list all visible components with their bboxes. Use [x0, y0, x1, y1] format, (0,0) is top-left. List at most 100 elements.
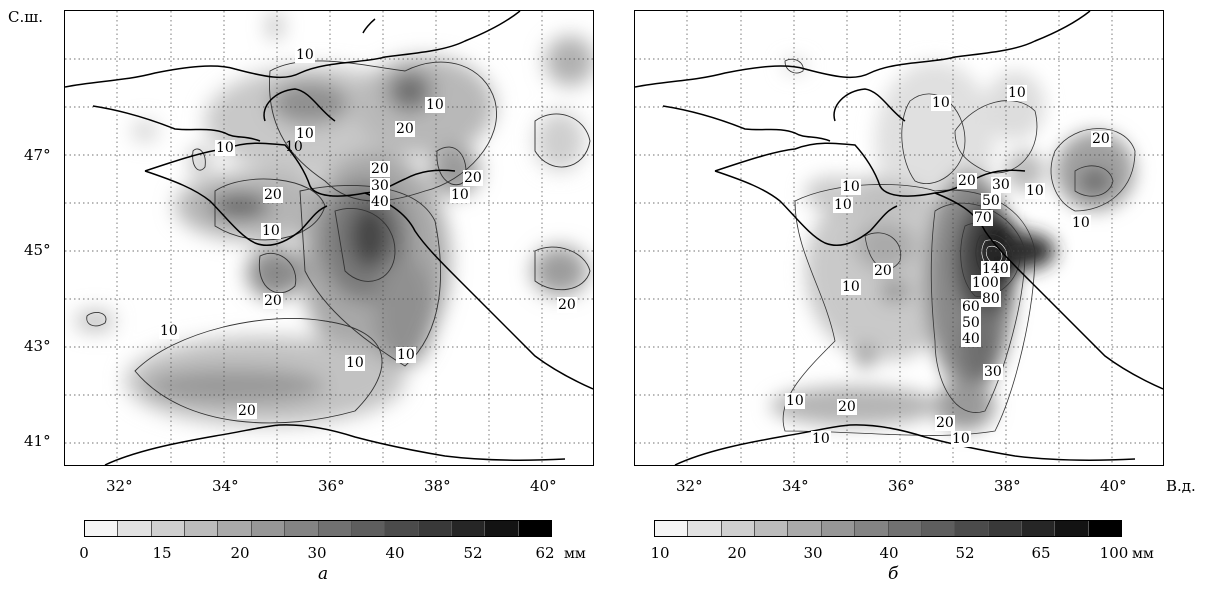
shading-a: [75, 12, 593, 426]
panel-letter-a: а: [318, 564, 329, 584]
colorbar-label: 15: [152, 544, 172, 562]
colorbar-label: 30: [803, 544, 823, 562]
colorbar-label: 10: [650, 544, 670, 562]
colorbar-swatch: [451, 521, 486, 536]
colorbar-label: 52: [955, 544, 975, 562]
contour-label: 20: [873, 263, 893, 279]
colorbar-swatch: [85, 521, 119, 536]
contour-label: 20: [557, 297, 577, 313]
precipitation-map-a: [65, 11, 593, 465]
contour-label: 30: [370, 178, 390, 194]
contour-label: 10: [833, 197, 853, 213]
contour-label: 40: [370, 194, 390, 210]
contours-b: [782, 58, 1136, 436]
colorbar-swatch: [721, 521, 756, 536]
contour-label: 20: [370, 161, 390, 177]
contour-label: 40: [961, 331, 981, 347]
colorbar-swatch: [855, 521, 889, 536]
colorbar-label: 40: [879, 544, 899, 562]
colorbar-unit-a: мм: [564, 546, 586, 562]
colorbar-swatch: [821, 521, 856, 536]
contour-label: 60: [961, 299, 981, 315]
contour-label: 10: [951, 431, 971, 447]
contour-label: 10: [425, 97, 445, 113]
shading-b: [770, 58, 1135, 431]
x-tick-34-b: 34°: [782, 477, 809, 495]
colorbar-swatch: [218, 521, 252, 536]
colorbar-swatch: [118, 521, 152, 536]
colorbar-swatch: [655, 521, 689, 536]
contour-label: 10: [285, 139, 303, 155]
contour-label: 10: [841, 179, 861, 195]
y-tick-43: 43°: [24, 337, 51, 355]
panel-letter-b: б: [888, 564, 899, 584]
grid-a: [65, 11, 593, 465]
contour-label: 10: [261, 223, 281, 239]
x-tick-32-a: 32°: [106, 477, 133, 495]
colorbar-swatch: [185, 521, 219, 536]
contour-label: 20: [1091, 131, 1111, 147]
colorbar-swatch: [1088, 521, 1122, 536]
contour-label: 20: [263, 187, 283, 203]
y-tick-45: 45°: [24, 241, 51, 259]
map-panel-b: 10 10 10 20 20 30 10 50 70 10 10 20 10 1…: [634, 10, 1164, 466]
contour-label: 10: [841, 279, 861, 295]
x-tick-40-a: 40°: [530, 477, 557, 495]
colorbar-swatch: [788, 521, 822, 536]
y-tick-41: 41°: [24, 432, 51, 450]
x-tick-36-a: 36°: [318, 477, 345, 495]
contour-label: 10: [1071, 215, 1091, 231]
colorbar-label: 40: [385, 544, 405, 562]
colorbar-label: 100: [1099, 544, 1129, 562]
latitude-axis-label: С.ш.: [8, 8, 43, 26]
colorbar-swatch: [988, 521, 1022, 536]
longitude-axis-label: В.д.: [1166, 477, 1196, 495]
contour-label: 10: [811, 431, 831, 447]
contour-label: 50: [981, 193, 1001, 209]
colorbar-swatch: [418, 521, 452, 536]
colorbar-swatch: [888, 521, 922, 536]
map-panel-a: 10 10 10 20 10 10 20 30 40 20 20 10 20 1…: [64, 10, 594, 466]
contour-label: 30: [983, 364, 1003, 380]
precipitation-map-b: [635, 11, 1163, 465]
x-tick-38-b: 38°: [994, 477, 1021, 495]
contour-label: 20: [957, 173, 977, 189]
contour-label: 50: [961, 315, 981, 331]
x-tick-36-b: 36°: [888, 477, 915, 495]
contour-label: 20: [463, 170, 483, 186]
colorbar-swatch: [385, 521, 419, 536]
coastline-a: [65, 11, 593, 465]
colorbar-label: 65: [1031, 544, 1051, 562]
colorbar-b: [654, 520, 1122, 537]
y-tick-47: 47°: [24, 146, 51, 164]
contour-label: 80: [981, 291, 1001, 307]
x-tick-40-b: 40°: [1100, 477, 1127, 495]
contour-label: 70: [973, 210, 993, 226]
colorbar-swatch: [151, 521, 186, 536]
contour-label: 20: [837, 399, 857, 415]
colorbar-label: 30: [307, 544, 327, 562]
colorbar-label: 0: [79, 544, 89, 562]
contour-label: 140: [981, 261, 1010, 277]
colorbar-a: [84, 520, 552, 537]
colorbar-swatch: [285, 521, 319, 536]
contour-label: 20: [935, 415, 955, 431]
contour-label: 10: [215, 140, 235, 156]
contour-label: 10: [1025, 183, 1045, 199]
contour-label: 20: [263, 293, 283, 309]
colorbar-swatch: [1021, 521, 1056, 536]
x-tick-34-a: 34°: [212, 477, 239, 495]
contour-label: 30: [991, 177, 1011, 193]
contour-label: 10: [1007, 85, 1027, 101]
contour-label: 100: [971, 275, 1000, 291]
contour-label: 10: [295, 47, 315, 63]
colorbar-label: 20: [727, 544, 747, 562]
contour-label: 10: [295, 126, 315, 142]
colorbar-label: 52: [463, 544, 483, 562]
colorbar-unit-b: мм: [1132, 546, 1154, 562]
contour-label: 20: [237, 403, 257, 419]
colorbar-swatch: [351, 521, 386, 536]
contour-label: 10: [345, 355, 365, 371]
contour-label: 10: [450, 187, 470, 203]
x-tick-38-a: 38°: [424, 477, 451, 495]
